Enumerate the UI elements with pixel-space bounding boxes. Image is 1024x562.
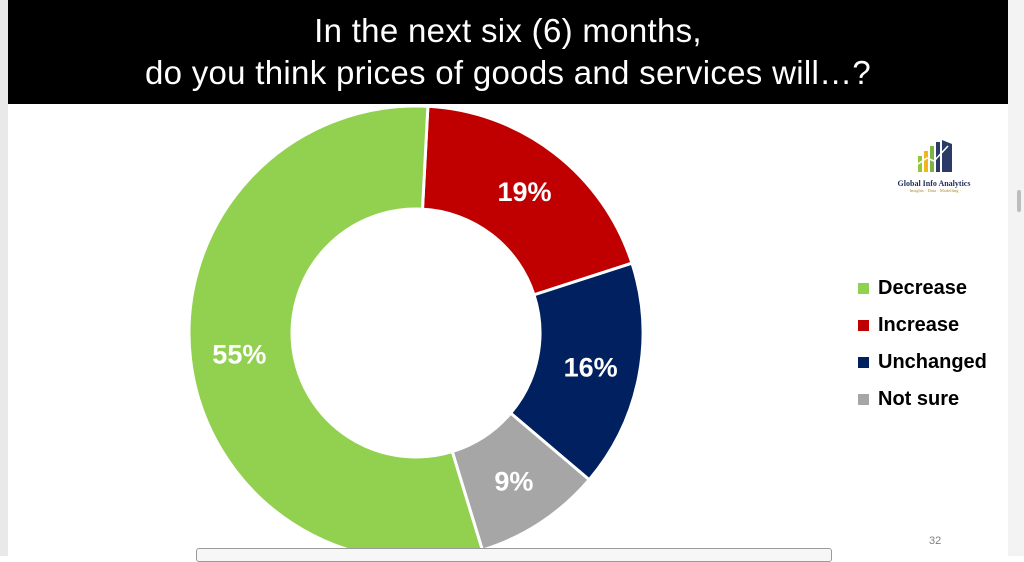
title-bar: In the next six (6) months, do you think… (8, 0, 1008, 104)
slice-label-increase: 19% (497, 177, 551, 207)
page-number: 32 (929, 535, 942, 547)
legend-item-unchanged: Unchanged (858, 344, 987, 381)
legend-swatch-decrease (858, 283, 869, 294)
title-line-2: do you think prices of goods and service… (144, 54, 872, 91)
title-line-1: In the next six (6) months, (314, 12, 702, 49)
slice-decrease (187, 104, 485, 556)
bar-chart-growth-icon (917, 140, 952, 172)
slice-increase (420, 104, 634, 297)
legend-item-decrease: Decrease (858, 270, 987, 307)
legend-item-not-sure: Not sure (858, 381, 987, 418)
logo-tagline: · Insights · Data · Modelling · (906, 188, 962, 193)
left-margin (0, 0, 8, 556)
slice-label-not-sure: 9% (494, 467, 533, 497)
legend-item-increase: Increase (858, 307, 987, 344)
scrollbar-thumb[interactable] (1017, 190, 1021, 212)
legend-swatch-not-sure (858, 394, 869, 405)
legend-swatch-increase (858, 320, 869, 331)
donut-chart: 19% 16% 9% 55% (187, 104, 645, 556)
legend-label-not-sure: Not sure (878, 388, 960, 410)
legend-label-unchanged: Unchanged (878, 351, 987, 373)
slice-unchanged (508, 261, 645, 482)
company-logo: Global Info Analytics · Insights · Data … (888, 138, 980, 200)
legend-label-decrease: Decrease (878, 277, 967, 299)
bottom-panel (196, 548, 832, 562)
right-margin (1008, 0, 1024, 556)
slice-label-unchanged: 16% (564, 353, 618, 383)
slice-label-decrease: 55% (212, 340, 266, 370)
chart-legend: Decrease Increase Unchanged Not sure (858, 270, 987, 418)
legend-label-increase: Increase (878, 314, 960, 336)
logo-name: Global Info Analytics (897, 179, 971, 188)
legend-swatch-unchanged (858, 357, 869, 368)
